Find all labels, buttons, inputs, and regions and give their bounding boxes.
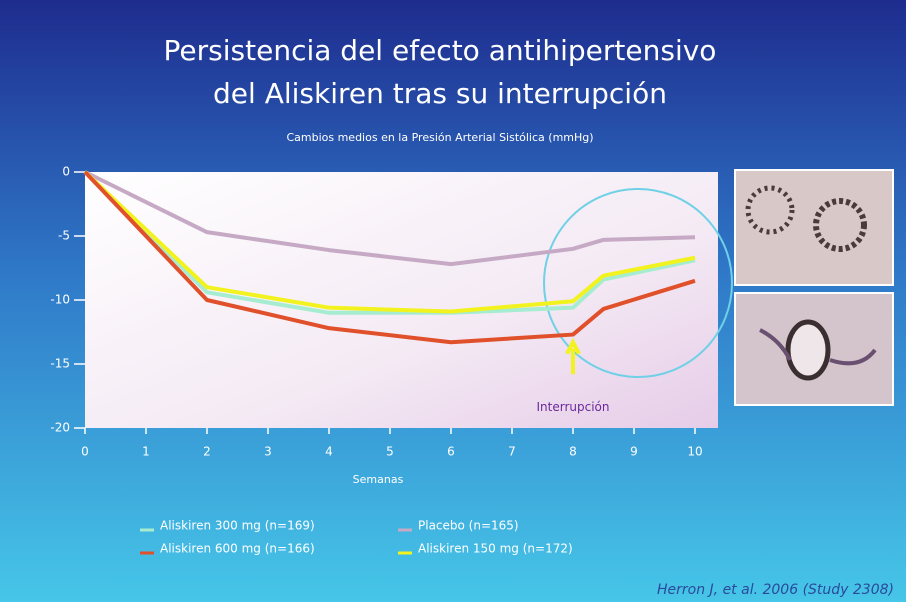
citation: Herron J, et al. 2006 (Study 2308) (657, 582, 894, 598)
x-tick-label: 4 (325, 445, 333, 459)
title-line: Persistencia del efecto antihipertensivo (164, 34, 717, 67)
x-tick-label: 1 (142, 445, 150, 459)
x-tick-label: 10 (687, 445, 702, 459)
y-tick-label: 0 (62, 165, 70, 179)
y-tick-label: -10 (50, 293, 70, 307)
legend-label: Aliskiren 150 mg (n=172) (418, 542, 573, 556)
legend-label: Aliskiren 600 mg (n=166) (160, 542, 315, 556)
x-tick-label: 0 (81, 445, 89, 459)
title-line: del Aliskiren tras su interrupción (213, 77, 667, 110)
slide: Persistencia del efecto antihipertensivo… (0, 0, 906, 602)
annotation: Interrupción (537, 400, 610, 414)
y-tick-label: -5 (58, 229, 70, 243)
photo (735, 293, 893, 405)
plot-area (85, 172, 718, 428)
photo (735, 170, 893, 285)
x-tick-label: 3 (264, 445, 272, 459)
x-tick-label: 5 (386, 445, 394, 459)
y-tick-label: -20 (50, 421, 70, 435)
y-tick-label: -15 (50, 357, 70, 371)
x-tick-label: 2 (203, 445, 211, 459)
x-axis-label: Semanas (353, 473, 404, 486)
legend-label: Placebo (n=165) (418, 519, 519, 533)
x-tick-label: 9 (630, 445, 638, 459)
x-tick-label: 6 (447, 445, 455, 459)
legend-label: Aliskiren 300 mg (n=169) (160, 519, 315, 533)
x-tick-label: 7 (508, 445, 516, 459)
subtitle: Cambios medios en la Presión Arterial Si… (286, 131, 593, 144)
x-tick-label: 8 (569, 445, 577, 459)
